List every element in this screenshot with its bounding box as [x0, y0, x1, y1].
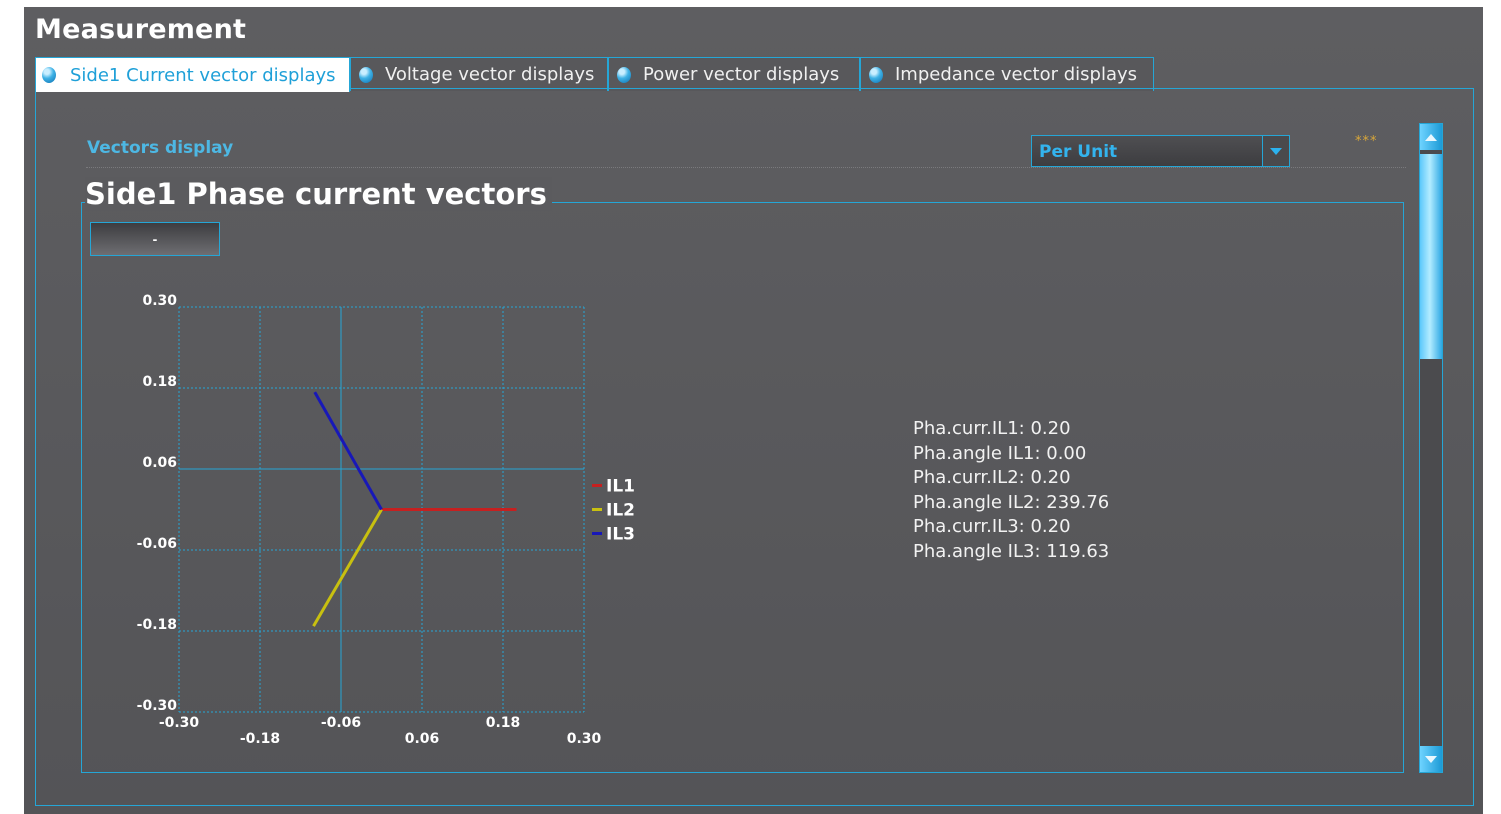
unit-select[interactable]: Per Unit — [1031, 135, 1290, 167]
zoom-out-button[interactable]: - — [90, 222, 220, 256]
y-tick-label: 0.30 — [142, 293, 177, 309]
tab-impedance[interactable]: Impedance vector displays — [860, 57, 1154, 91]
readout-il1-current: Pha.curr.IL1: 0.20 — [913, 418, 1071, 439]
legend-label-il3: IL3 — [606, 525, 635, 545]
vector-il3 — [313, 391, 383, 511]
scroll-up-button[interactable] — [1420, 124, 1442, 150]
vector-panel — [81, 202, 1404, 773]
readout-list: Pha.curr.IL1: 0.20 Pha.angle IL1: 0.00 P… — [913, 417, 1109, 564]
arrow-down-icon — [1425, 755, 1437, 763]
tab-side1-current[interactable]: Side1 Current vector displays — [35, 57, 350, 92]
measurement-window: Measurement Side1 Current vector display… — [24, 7, 1483, 814]
divider — [86, 167, 1406, 168]
unit-select-value: Per Unit — [1039, 142, 1118, 162]
y-tick-label: -0.30 — [137, 698, 178, 714]
x-tick-label: -0.06 — [321, 715, 361, 731]
tab-content-frame — [35, 88, 1474, 806]
x-tick-label: -0.30 — [159, 715, 200, 731]
tab-bullet-icon — [42, 67, 56, 83]
x-tick-label: 0.30 — [567, 731, 602, 747]
app-title: Measurement — [35, 14, 247, 45]
x-tick-label: 0.18 — [486, 715, 521, 731]
y-tick-label: 0.18 — [142, 374, 177, 390]
chevron-down-icon — [1270, 147, 1282, 155]
vertical-scrollbar[interactable] — [1419, 123, 1443, 773]
tab-label: Side1 Current vector displays — [70, 64, 336, 86]
x-tick-label: 0.06 — [405, 731, 440, 747]
tab-label: Impedance vector displays — [895, 64, 1138, 85]
tab-bullet-icon — [359, 66, 373, 83]
x-tick-label: -0.18 — [240, 731, 280, 747]
tab-bullet-icon — [869, 66, 883, 83]
readout-il1-angle: Pha.angle IL1: 0.00 — [913, 442, 1087, 464]
tab-label: Voltage vector displays — [385, 64, 595, 85]
arrow-up-icon — [1425, 133, 1437, 141]
scroll-thumb[interactable] — [1420, 154, 1442, 359]
tab-power[interactable]: Power vector displays — [608, 57, 860, 91]
y-tick-label: -0.18 — [137, 617, 177, 633]
scroll-down-button[interactable] — [1420, 746, 1442, 772]
readout-il3-angle: Pha.angle IL3: 119.63 — [913, 540, 1110, 562]
dropdown-button[interactable] — [1262, 136, 1289, 166]
y-tick-label: 0.06 — [142, 455, 177, 471]
readout-il2-angle: Pha.angle IL2: 239.76 — [913, 491, 1110, 513]
status-indicator: *** — [1355, 134, 1378, 149]
section-label: Vectors display — [87, 138, 234, 158]
legend-label-il1: IL1 — [606, 477, 635, 497]
y-tick-label: -0.06 — [137, 536, 177, 552]
tab-label: Power vector displays — [643, 64, 840, 85]
legend-label-il2: IL2 — [606, 501, 635, 521]
tab-voltage[interactable]: Voltage vector displays — [350, 57, 608, 91]
readout-il2-current: Pha.curr.IL2: 0.20 — [913, 467, 1071, 488]
readout-il3-current: Pha.curr.IL3: 0.20 — [913, 516, 1071, 537]
tab-bullet-icon — [617, 66, 631, 83]
vector-il2 — [312, 508, 383, 627]
vector-chart: -0.30 -0.18 -0.06 0.06 0.18 0.30 0.30 0.18 0.06 -… — [137, 293, 635, 747]
panel-title: Side1 Phase current vectors — [85, 177, 552, 211]
